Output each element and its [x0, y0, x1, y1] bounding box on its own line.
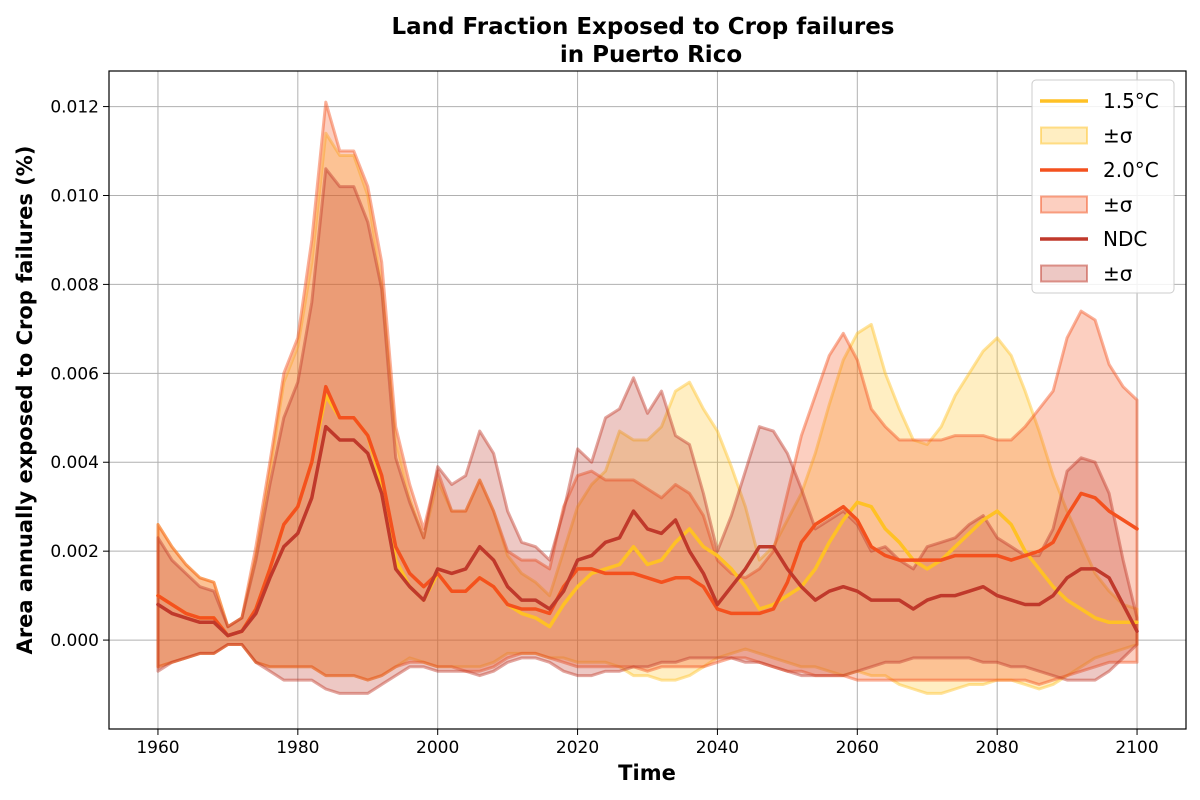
x-tick-label: 2060	[836, 738, 879, 758]
legend-band-label: ±σ	[1103, 124, 1133, 148]
legend-band-label: ±σ	[1103, 193, 1133, 217]
y-tick-label: 0.010	[50, 186, 99, 206]
legend-label: 2.0°C	[1103, 158, 1159, 182]
x-tick-label: 1980	[276, 738, 319, 758]
band-1-5-c	[156, 131, 1139, 695]
legend-band-swatch	[1040, 264, 1088, 283]
y-tick-label: 0.000	[50, 631, 99, 651]
y-tick-label: 0.006	[50, 364, 99, 384]
y-tick-label: 0.008	[50, 275, 99, 295]
line-2-0-c	[156, 384, 1139, 638]
x-tick-label: 2020	[556, 738, 599, 758]
x-tick-label: 2080	[976, 738, 1019, 758]
x-tick-label: 2100	[1115, 738, 1158, 758]
legend-band-swatch	[1040, 195, 1088, 214]
legend: 1.5°C ±σ 2.0°C ±σ NDC ±σ	[1031, 79, 1175, 294]
plot-frame	[108, 70, 1187, 730]
x-tick-label: 1960	[136, 738, 179, 758]
chart-title: Land Fraction Exposed to Crop failures	[392, 14, 895, 40]
legend-label: NDC	[1103, 227, 1147, 251]
legend-band-swatch	[1040, 126, 1088, 145]
legend-band-label: ±σ	[1103, 262, 1133, 286]
x-tick-label: 2040	[696, 738, 739, 758]
legend-label: 1.5°C	[1103, 89, 1159, 113]
series-lines	[156, 384, 1139, 638]
y-axis-ticks: 0.000 0.002 0.004 0.006 0.008 0.010 0.012	[50, 98, 109, 651]
x-tick-label: 2000	[416, 738, 459, 758]
chart-subtitle: in Puerto Rico	[560, 42, 742, 68]
band-2-0-c	[156, 100, 1139, 686]
x-axis-ticks: 1960 1980 2000 2020 2040 2060 2080 2100	[136, 729, 1159, 758]
y-tick-label: 0.002	[50, 542, 99, 562]
y-tick-label: 0.012	[50, 98, 99, 118]
x-axis-label: Time	[618, 761, 676, 785]
y-axis-label: Area annually exposed to Crop failures (…	[13, 146, 37, 655]
y-tick-label: 0.004	[50, 453, 99, 473]
line-ndc	[156, 424, 1139, 638]
